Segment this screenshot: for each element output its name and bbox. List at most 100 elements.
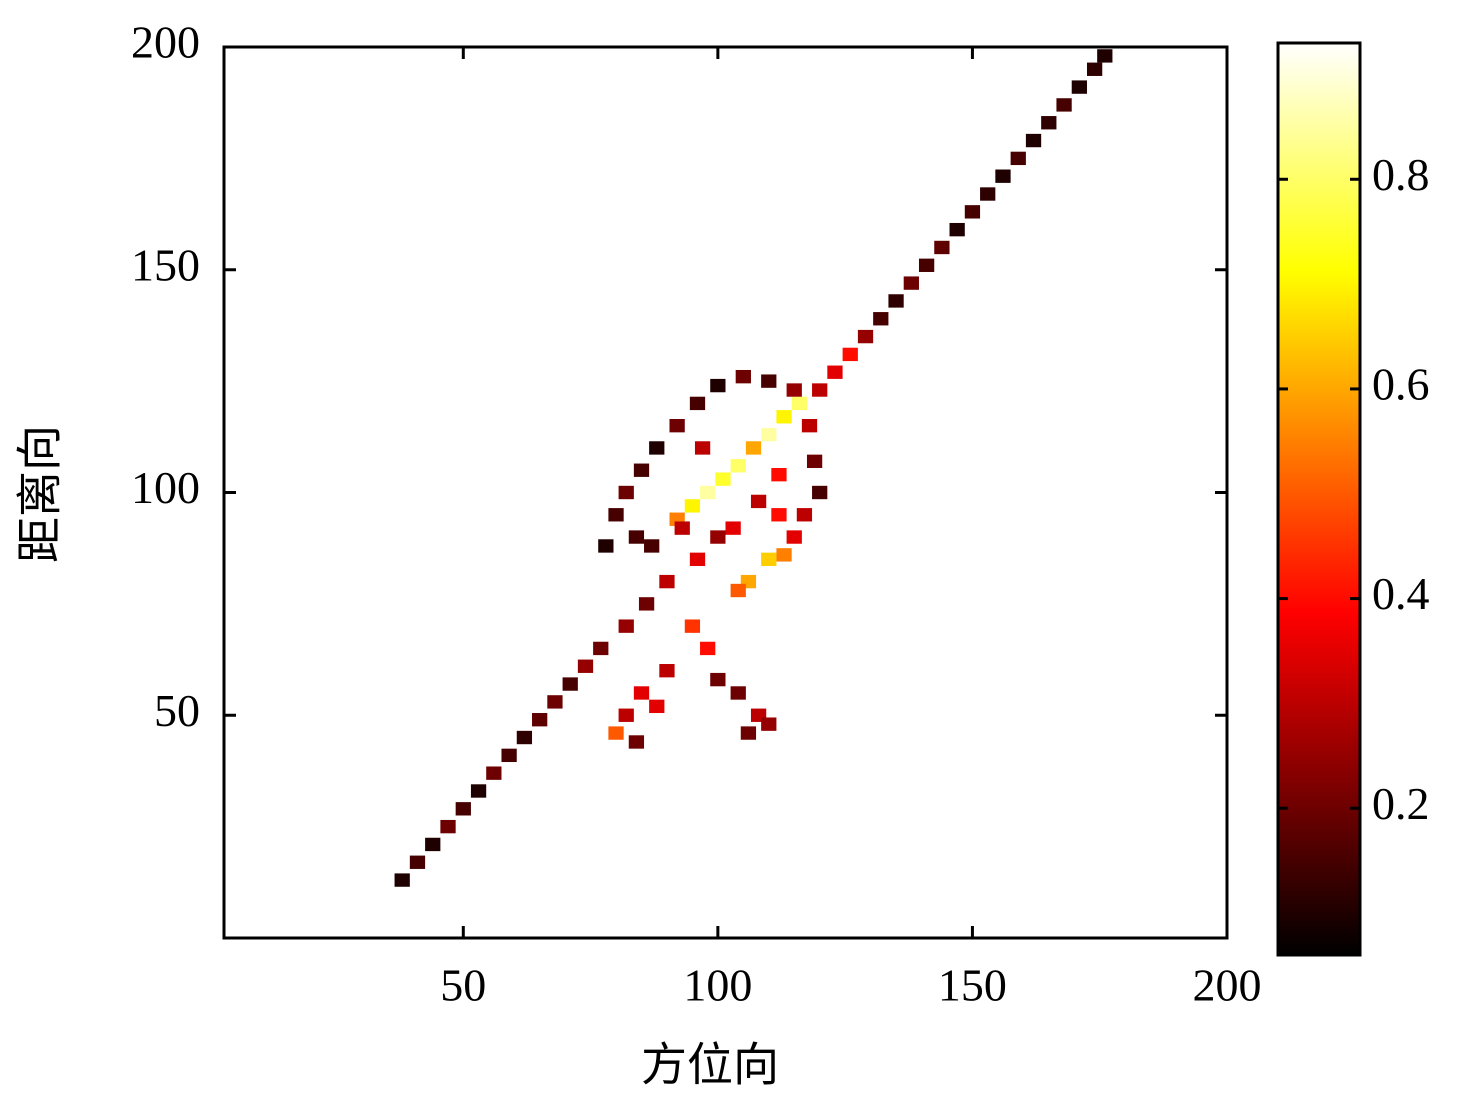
colorbar-tick-label: 0.6	[1372, 358, 1430, 409]
cell	[980, 187, 996, 201]
cell	[638, 597, 655, 611]
cell	[1071, 80, 1087, 94]
cell	[598, 539, 614, 553]
cell	[684, 619, 701, 633]
x-tick-label: 100	[683, 960, 752, 1011]
cell	[857, 329, 874, 344]
cell	[689, 396, 706, 411]
cell	[532, 713, 548, 727]
cell	[700, 485, 716, 500]
cell	[827, 365, 843, 379]
cell	[776, 410, 792, 424]
cell	[700, 641, 716, 656]
cell	[440, 819, 456, 834]
cell	[1041, 116, 1057, 130]
colorbar-tick-label: 0.2	[1372, 778, 1430, 829]
y-tick-label: 200	[131, 17, 200, 68]
cell	[470, 784, 487, 798]
cell	[995, 169, 1011, 183]
cell	[740, 726, 757, 740]
cell	[776, 548, 792, 562]
cell	[674, 521, 690, 535]
cell	[694, 441, 711, 455]
cell	[689, 552, 706, 567]
cell	[949, 222, 965, 237]
x-tick-label: 50	[440, 960, 486, 1011]
cell	[633, 463, 650, 477]
colorbar	[1278, 43, 1360, 955]
cell	[409, 855, 426, 869]
cell	[455, 802, 471, 816]
cell	[649, 441, 665, 455]
cell	[659, 574, 675, 589]
cell	[501, 748, 517, 763]
cell	[730, 583, 746, 598]
cell	[730, 459, 746, 473]
cell	[1097, 49, 1113, 63]
cell	[903, 276, 919, 290]
cell	[730, 686, 746, 700]
cell	[577, 659, 594, 673]
cell	[618, 619, 634, 633]
x-tick-label: 200	[1193, 960, 1262, 1011]
cell	[628, 735, 645, 749]
cell	[644, 539, 660, 553]
cell	[771, 467, 787, 482]
cell	[1056, 98, 1072, 112]
y-tick-label: 100	[131, 462, 200, 513]
cell	[750, 494, 767, 509]
x-tick-label: 150	[938, 960, 1007, 1011]
cell	[761, 374, 777, 388]
y-tick-label: 50	[154, 685, 200, 736]
cell	[791, 396, 807, 411]
cell	[618, 485, 634, 500]
cell	[425, 837, 441, 852]
cell	[964, 205, 981, 219]
cell	[593, 641, 609, 656]
cell	[786, 530, 802, 544]
cell	[659, 664, 675, 678]
cell	[608, 726, 624, 740]
cell	[761, 717, 777, 731]
y-axis-label: 距离向	[15, 425, 66, 563]
colorbar-tick-label: 0.8	[1372, 149, 1430, 200]
cell	[684, 499, 701, 513]
cell	[786, 383, 802, 397]
cell	[547, 695, 563, 709]
cell	[649, 699, 665, 714]
cell	[801, 418, 818, 433]
cell	[761, 427, 777, 442]
cell	[633, 686, 650, 700]
x-axis-label: 方位向	[641, 1040, 779, 1091]
cell	[771, 508, 787, 522]
cell	[888, 294, 904, 308]
cell	[761, 552, 777, 567]
cell	[918, 258, 935, 272]
cell	[394, 873, 410, 887]
cell	[618, 708, 634, 722]
cell	[669, 418, 685, 433]
cell	[812, 383, 828, 397]
cell	[873, 312, 889, 326]
cell	[486, 766, 502, 780]
cell	[806, 454, 823, 468]
cell	[562, 677, 578, 691]
plot-frame	[222, 45, 1229, 940]
cell	[812, 485, 828, 500]
cell	[710, 530, 726, 544]
cell	[796, 508, 813, 522]
colorbar-frame	[1276, 41, 1362, 957]
cell	[745, 441, 762, 455]
cell	[725, 521, 741, 535]
cell	[608, 508, 624, 522]
cell	[516, 730, 533, 745]
cell	[710, 378, 726, 393]
cell	[710, 672, 726, 687]
cell	[715, 472, 731, 486]
colorbar-tick-label: 0.4	[1372, 568, 1430, 619]
cell	[1086, 62, 1103, 76]
cell	[735, 369, 751, 384]
cell	[628, 530, 645, 544]
